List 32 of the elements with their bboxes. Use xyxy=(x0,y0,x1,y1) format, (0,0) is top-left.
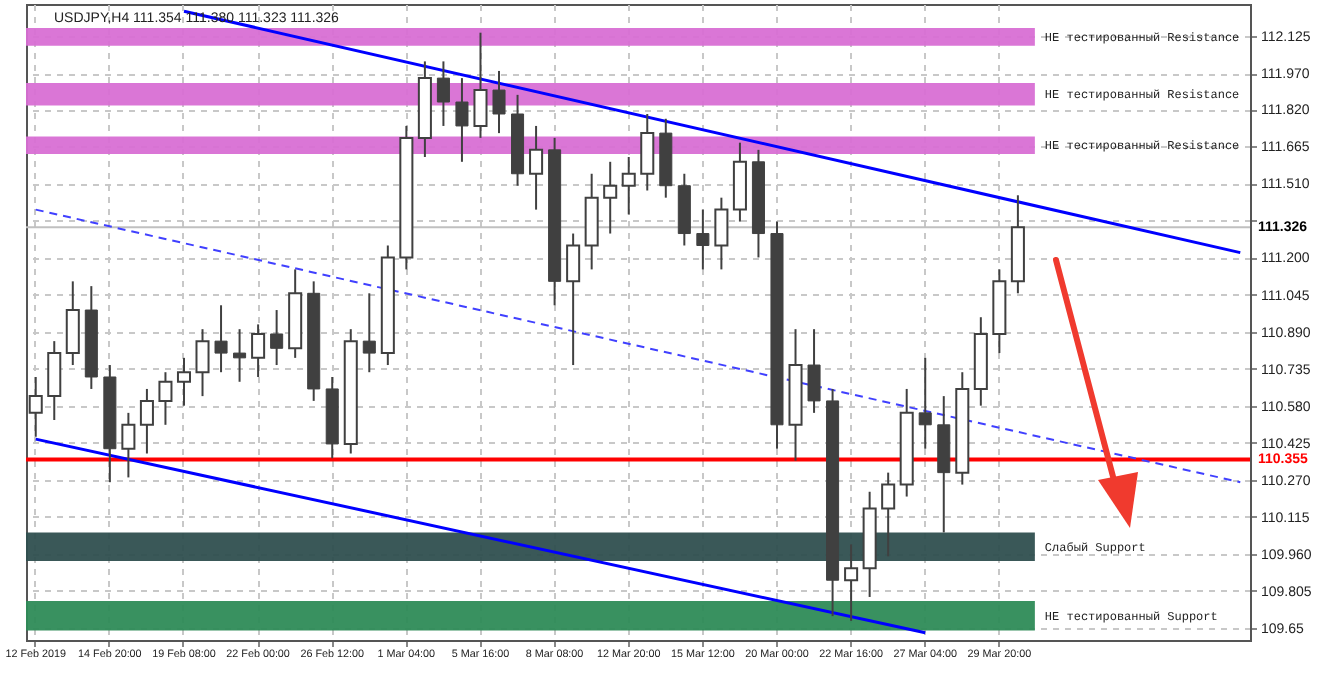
candlestick xyxy=(28,375,43,438)
candlestick xyxy=(714,196,729,271)
candlestick xyxy=(584,172,599,271)
candlestick xyxy=(47,340,62,422)
candlestick xyxy=(677,172,691,247)
candlestick xyxy=(158,371,173,426)
candlestick xyxy=(529,124,544,211)
candlestick xyxy=(937,395,951,534)
candlestick xyxy=(436,60,450,127)
candlestick xyxy=(455,77,469,163)
candlestick xyxy=(233,328,247,383)
candlestick xyxy=(176,356,191,407)
candlestick xyxy=(121,411,136,479)
candlestick xyxy=(270,309,284,367)
candlestick xyxy=(732,141,747,223)
candlestick xyxy=(566,232,581,367)
candlestick xyxy=(251,323,266,378)
candlestick xyxy=(362,292,376,374)
candlestick xyxy=(621,156,636,216)
candlestick xyxy=(807,328,821,414)
candlestick xyxy=(844,543,859,622)
candlestick xyxy=(603,160,618,235)
candlestick xyxy=(640,112,655,192)
candlestick xyxy=(492,69,506,135)
candlestick xyxy=(139,387,154,455)
candlestick xyxy=(195,328,210,398)
candlestick xyxy=(918,356,932,450)
candlestick xyxy=(214,304,228,374)
candlestick xyxy=(473,31,488,139)
candlestick xyxy=(65,280,80,367)
candlestick xyxy=(696,208,710,271)
candlestick xyxy=(881,471,896,558)
